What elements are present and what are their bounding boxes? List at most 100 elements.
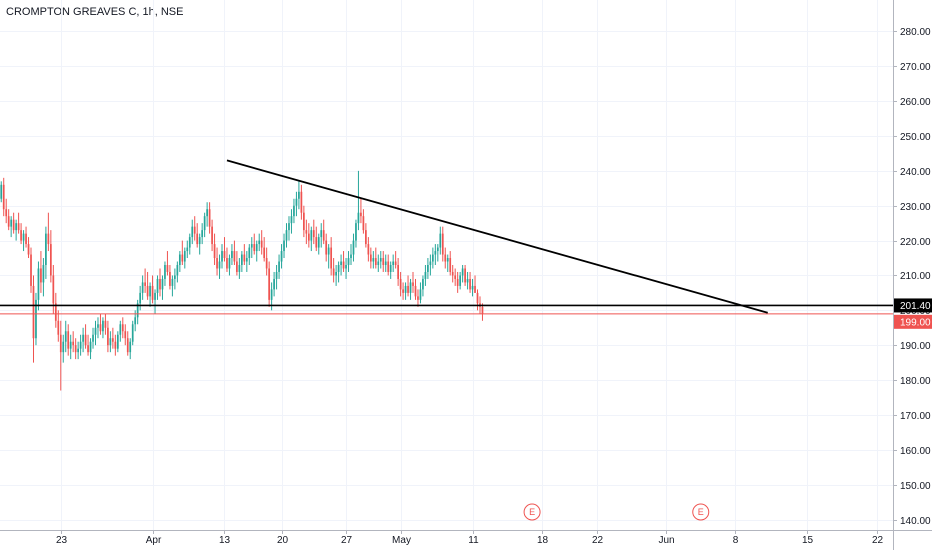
candle: [305, 219, 308, 245]
candle-body: [441, 233, 444, 255]
x-tick-label: 13: [219, 535, 231, 546]
candle-body: [144, 282, 146, 286]
candle: [436, 244, 439, 262]
candle-body: [231, 251, 233, 259]
trendline[interactable]: [226, 159, 768, 314]
candle: [188, 233, 191, 255]
candle-body: [332, 268, 335, 276]
candle-body: [387, 261, 390, 272]
candle-body: [310, 230, 313, 241]
candle: [337, 261, 340, 283]
candle: [439, 226, 442, 255]
candle: [335, 265, 337, 286]
candle: [243, 244, 246, 265]
candle: [273, 271, 275, 297]
y-tick-label: 210.00: [900, 271, 931, 282]
candle-body: [407, 285, 409, 293]
candle: [307, 223, 310, 248]
candle-body: [345, 265, 347, 269]
candle: [107, 320, 109, 353]
candle-body: [146, 285, 149, 297]
candle: [17, 212, 20, 234]
candle-body: [74, 345, 77, 353]
candle: [99, 313, 102, 335]
candle: [365, 223, 367, 248]
candle: [327, 244, 330, 269]
candle: [248, 244, 251, 265]
candle: [295, 191, 298, 217]
candle-body: [196, 233, 199, 245]
candle-body: [54, 303, 57, 321]
candle: [57, 310, 60, 342]
candle: [228, 254, 231, 276]
candle: [136, 299, 139, 325]
candle-body: [64, 331, 67, 342]
candle: [238, 258, 241, 279]
candle: [409, 278, 412, 300]
candle-body: [84, 334, 87, 346]
candle: [218, 254, 221, 279]
earnings-event-marker[interactable]: E: [692, 503, 710, 521]
candle-body: [464, 268, 466, 283]
candle: [260, 230, 263, 255]
candle: [280, 244, 283, 269]
candle-body: [317, 237, 320, 248]
candle: [389, 261, 392, 279]
candle: [191, 219, 194, 245]
candle: [206, 202, 208, 227]
candle-body: [273, 278, 275, 290]
candle: [74, 338, 77, 360]
trendline-layer[interactable]: [226, 159, 768, 314]
candle-body: [30, 254, 32, 286]
candle-body: [414, 285, 417, 297]
candle: [369, 247, 372, 269]
candle-body: [342, 261, 345, 269]
candle-body: [394, 261, 397, 265]
candle-body: [181, 254, 184, 262]
candle-body: [335, 271, 337, 276]
candle: [347, 251, 350, 272]
candle: [154, 289, 156, 314]
candle: [367, 237, 370, 262]
candle: [20, 223, 22, 245]
candle: [466, 271, 469, 290]
candle-body: [355, 223, 357, 241]
candle-body: [243, 254, 246, 262]
candle-body: [382, 258, 385, 265]
candle: [250, 237, 253, 259]
candle-body: [327, 247, 330, 255]
candle-body: [10, 219, 13, 227]
candle-body: [206, 209, 208, 217]
price-axis[interactable]: 280.00 270.00 260.00 250.00 240.00 230.00 220.…: [893, 0, 932, 550]
candle: [253, 233, 256, 255]
candle-body: [260, 240, 263, 248]
candle: [417, 289, 419, 307]
candle: [446, 254, 449, 272]
candle: [431, 247, 434, 269]
candle: [203, 212, 206, 238]
candle-body: [417, 296, 419, 300]
earnings-event-marker[interactable]: E: [523, 503, 541, 521]
candle: [322, 219, 325, 245]
candle-body: [322, 230, 325, 241]
candle: [7, 209, 10, 231]
candle: [124, 324, 127, 346]
candle: [0, 181, 3, 203]
candle-body: [57, 320, 60, 335]
candle-body: [461, 268, 464, 276]
candle-body: [69, 341, 72, 349]
candle: [89, 338, 92, 360]
candle: [360, 198, 362, 224]
candle-body: [47, 233, 50, 245]
candle: [374, 247, 377, 269]
candle: [407, 275, 409, 297]
candle-body: [367, 244, 370, 255]
candle: [181, 240, 184, 265]
candle-body: [471, 285, 474, 290]
candle-body: [263, 247, 266, 259]
time-axis[interactable]: 23 Apr 13 20 27 May 11 18 22 Jun 8 15 22: [0, 530, 932, 546]
candle: [213, 233, 216, 265]
candle-body: [151, 285, 154, 300]
